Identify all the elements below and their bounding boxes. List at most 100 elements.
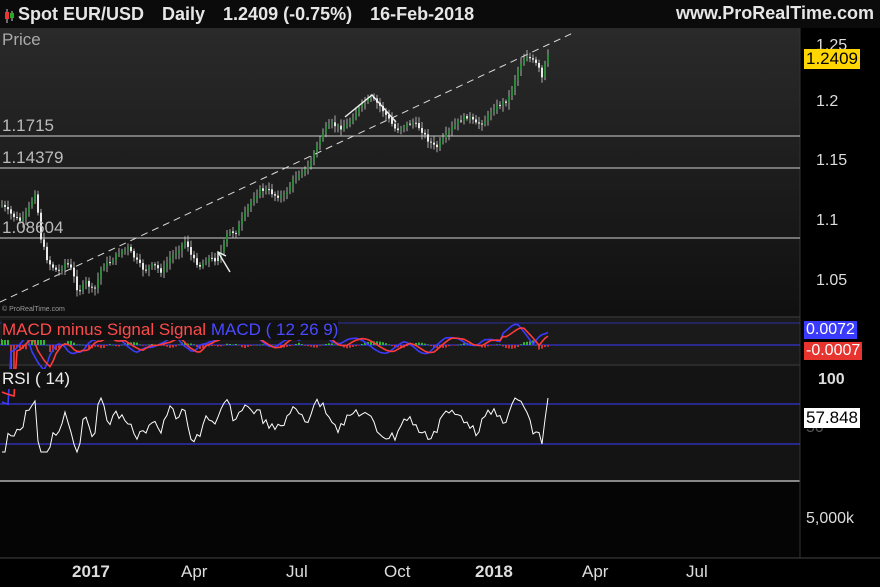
candle-body <box>223 242 225 252</box>
macd-histogram-bar <box>295 343 297 345</box>
candle-body <box>127 246 129 250</box>
macd-histogram-bar <box>358 345 360 346</box>
candle-body <box>43 239 45 247</box>
macd-histogram-bar <box>523 342 525 345</box>
candle-body <box>85 280 87 284</box>
date-label-jul-2018: Jul <box>686 562 708 581</box>
candle-body <box>430 141 432 143</box>
macd-histogram-bar <box>121 344 123 346</box>
head-annotation[interactable] <box>344 94 397 123</box>
website-link[interactable]: www.ProRealTime.com <box>675 3 874 23</box>
last-price-tag: 1.2409 <box>804 49 860 69</box>
macd-histogram-bar <box>235 343 237 345</box>
candle-body <box>157 265 159 269</box>
macd-histogram-bar <box>496 344 498 345</box>
candle-body <box>193 254 195 259</box>
candle-body <box>298 174 300 179</box>
candle-body <box>364 101 366 103</box>
candle-body <box>463 116 465 121</box>
macd-histogram-bar <box>232 344 234 346</box>
macd-histogram-bar <box>76 344 78 346</box>
rsi-panel-bg <box>0 366 800 480</box>
macd-histogram-bar <box>229 344 231 345</box>
chart-header: Spot EUR/USD Daily 1.2409 (-0.75%) 16-Fe… <box>0 0 880 28</box>
candle-body <box>322 132 324 140</box>
macd-histogram-bar <box>25 345 27 350</box>
candle-body <box>523 58 525 64</box>
candle-body <box>1 204 3 206</box>
candle-body <box>172 254 174 258</box>
timeframe[interactable]: Daily <box>162 3 206 24</box>
candle-body <box>424 132 426 135</box>
macd-histogram-bar <box>46 344 48 346</box>
macd-hist-value-tag: -0.0007 <box>804 342 863 360</box>
macd-histogram-bar <box>58 345 60 349</box>
macd-histogram-bar <box>433 345 435 348</box>
macd-histogram-bar <box>499 344 501 345</box>
candle-body <box>361 102 363 108</box>
macd-label: MACD ( 12 26 9) <box>210 320 339 339</box>
candle-body <box>439 141 441 148</box>
macd-histogram-bar <box>391 345 393 347</box>
date-label-apr-2018: Apr <box>582 562 609 581</box>
candle-body <box>451 126 453 131</box>
price-tick: 1.15 <box>816 152 848 169</box>
candle-body <box>538 62 540 68</box>
candle-body <box>250 201 252 207</box>
macd-histogram-bar <box>43 339 45 345</box>
date-label-2018: 2018 <box>475 562 513 581</box>
candle-body <box>391 118 393 124</box>
candle-body <box>10 209 12 214</box>
candle-body <box>514 79 516 90</box>
candle-body <box>184 241 186 245</box>
candle-body <box>388 114 390 119</box>
candle-body <box>253 199 255 202</box>
candle-body <box>163 266 165 273</box>
candlestick-icon <box>5 9 14 23</box>
candle-body <box>13 213 15 218</box>
macd-histogram-bar <box>262 344 264 345</box>
candle-body <box>151 264 153 267</box>
candle-body <box>331 122 333 125</box>
candle-body <box>97 278 99 289</box>
volume-panel-bg <box>0 482 800 558</box>
macd-histogram-bar <box>112 344 114 346</box>
candle-body <box>178 250 180 254</box>
candle-body <box>196 258 198 265</box>
candle-body <box>46 246 48 261</box>
candle-body <box>295 178 297 180</box>
macd-histogram-bar <box>13 345 15 373</box>
macd-histogram-bar <box>88 345 90 349</box>
candle-body <box>34 194 36 201</box>
macd-histogram-bar <box>493 345 495 346</box>
macd-histogram-bar <box>328 343 330 345</box>
candle-body <box>67 263 69 265</box>
macd-histogram-bar <box>424 343 426 345</box>
candle-body <box>82 283 84 291</box>
candle-body <box>412 122 414 124</box>
macd-histogram-bar <box>334 344 336 346</box>
candle-body <box>337 125 339 127</box>
arrow-annotation[interactable] <box>217 251 231 273</box>
macd-histogram-bar <box>193 344 195 345</box>
candle-body <box>16 217 18 219</box>
macd-histogram-bar <box>454 345 456 346</box>
volume-tick: 5,000k <box>806 510 855 527</box>
macd-histogram-bar <box>286 345 288 347</box>
candle-body <box>19 217 21 221</box>
price-tick: 1.2 <box>816 93 839 110</box>
candle-body <box>73 267 75 277</box>
macd-histogram-bar <box>7 339 9 345</box>
candle-body <box>328 124 330 127</box>
macd-histogram-bar <box>37 337 39 345</box>
candle-body <box>220 251 222 258</box>
macd-histogram-bar <box>34 336 36 345</box>
macd-histogram-bar <box>79 344 81 346</box>
candle-body <box>448 130 450 134</box>
candles-group <box>1 49 549 297</box>
trend-line[interactable] <box>0 31 576 303</box>
macd-histogram-bar <box>220 345 222 347</box>
candle-body <box>511 89 513 97</box>
macd-histogram-bar <box>394 345 396 348</box>
